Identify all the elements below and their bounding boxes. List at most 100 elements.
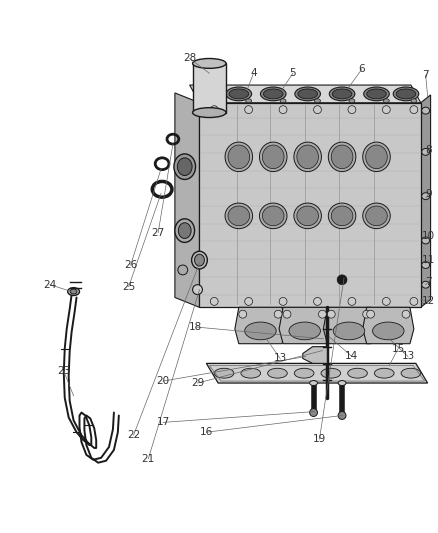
Ellipse shape xyxy=(245,322,276,340)
Ellipse shape xyxy=(229,89,249,99)
Text: 13: 13 xyxy=(273,353,287,364)
Ellipse shape xyxy=(261,87,286,101)
Polygon shape xyxy=(421,95,431,308)
Circle shape xyxy=(338,411,346,419)
Text: 9: 9 xyxy=(425,189,432,199)
Polygon shape xyxy=(235,308,286,344)
Circle shape xyxy=(274,310,282,318)
Ellipse shape xyxy=(310,381,318,385)
Ellipse shape xyxy=(422,107,430,114)
Ellipse shape xyxy=(289,322,321,340)
Ellipse shape xyxy=(332,89,352,99)
Text: 7: 7 xyxy=(425,277,432,287)
Text: 29: 29 xyxy=(191,378,204,388)
Polygon shape xyxy=(323,308,374,344)
Text: 16: 16 xyxy=(200,427,213,437)
Ellipse shape xyxy=(214,368,234,378)
Circle shape xyxy=(410,106,418,114)
Ellipse shape xyxy=(411,99,417,103)
Ellipse shape xyxy=(226,87,251,101)
Ellipse shape xyxy=(401,368,421,378)
Ellipse shape xyxy=(263,89,283,99)
Circle shape xyxy=(310,409,318,416)
Circle shape xyxy=(314,106,321,114)
Ellipse shape xyxy=(280,99,286,103)
Ellipse shape xyxy=(206,99,212,103)
Ellipse shape xyxy=(294,142,321,172)
Ellipse shape xyxy=(193,59,226,68)
Ellipse shape xyxy=(191,251,207,269)
Ellipse shape xyxy=(349,99,355,103)
Text: 26: 26 xyxy=(124,260,137,270)
Circle shape xyxy=(245,106,253,114)
Ellipse shape xyxy=(228,206,250,225)
Circle shape xyxy=(239,310,247,318)
Ellipse shape xyxy=(298,89,318,99)
Ellipse shape xyxy=(297,206,318,225)
Ellipse shape xyxy=(366,145,387,168)
Ellipse shape xyxy=(383,99,389,103)
Ellipse shape xyxy=(194,254,205,266)
Circle shape xyxy=(363,310,371,318)
Text: 4: 4 xyxy=(250,68,257,78)
Ellipse shape xyxy=(374,368,394,378)
Circle shape xyxy=(193,285,202,295)
Circle shape xyxy=(382,106,390,114)
Ellipse shape xyxy=(70,289,77,294)
Polygon shape xyxy=(363,308,414,344)
Ellipse shape xyxy=(174,154,195,180)
Ellipse shape xyxy=(193,108,226,117)
Circle shape xyxy=(367,310,374,318)
Ellipse shape xyxy=(241,368,261,378)
Circle shape xyxy=(337,275,347,285)
Circle shape xyxy=(327,310,335,318)
Ellipse shape xyxy=(68,288,79,295)
Polygon shape xyxy=(206,364,427,383)
Bar xyxy=(193,63,226,112)
Text: 18: 18 xyxy=(189,322,202,332)
Ellipse shape xyxy=(262,145,284,168)
Ellipse shape xyxy=(329,87,355,101)
Text: 10: 10 xyxy=(422,230,435,240)
Ellipse shape xyxy=(328,142,356,172)
Ellipse shape xyxy=(422,262,430,269)
Circle shape xyxy=(245,297,253,305)
Text: 23: 23 xyxy=(57,366,71,376)
Ellipse shape xyxy=(225,203,253,229)
Text: 22: 22 xyxy=(127,430,140,440)
Ellipse shape xyxy=(259,142,287,172)
Polygon shape xyxy=(199,103,421,308)
Ellipse shape xyxy=(178,223,191,238)
Text: 14: 14 xyxy=(345,351,359,361)
Ellipse shape xyxy=(422,281,430,288)
Text: 20: 20 xyxy=(156,376,170,386)
Ellipse shape xyxy=(393,87,419,101)
Circle shape xyxy=(402,310,410,318)
Ellipse shape xyxy=(422,149,430,155)
Ellipse shape xyxy=(268,368,287,378)
Text: 19: 19 xyxy=(313,434,326,444)
Ellipse shape xyxy=(338,381,346,385)
Ellipse shape xyxy=(175,219,194,243)
Text: 11: 11 xyxy=(422,255,435,265)
Ellipse shape xyxy=(177,158,192,175)
Ellipse shape xyxy=(246,99,251,103)
Ellipse shape xyxy=(363,203,390,229)
Text: 13: 13 xyxy=(401,351,415,361)
Circle shape xyxy=(348,297,356,305)
Text: 25: 25 xyxy=(122,281,135,292)
Ellipse shape xyxy=(294,368,314,378)
Circle shape xyxy=(279,106,287,114)
Polygon shape xyxy=(303,346,327,364)
Polygon shape xyxy=(190,85,421,103)
Circle shape xyxy=(178,265,187,275)
Ellipse shape xyxy=(321,368,341,378)
Text: 27: 27 xyxy=(152,228,165,238)
Text: 5: 5 xyxy=(290,68,296,78)
Text: 15: 15 xyxy=(392,344,405,353)
Ellipse shape xyxy=(295,87,321,101)
Circle shape xyxy=(283,310,291,318)
Circle shape xyxy=(410,297,418,305)
Ellipse shape xyxy=(294,203,321,229)
Ellipse shape xyxy=(348,368,367,378)
